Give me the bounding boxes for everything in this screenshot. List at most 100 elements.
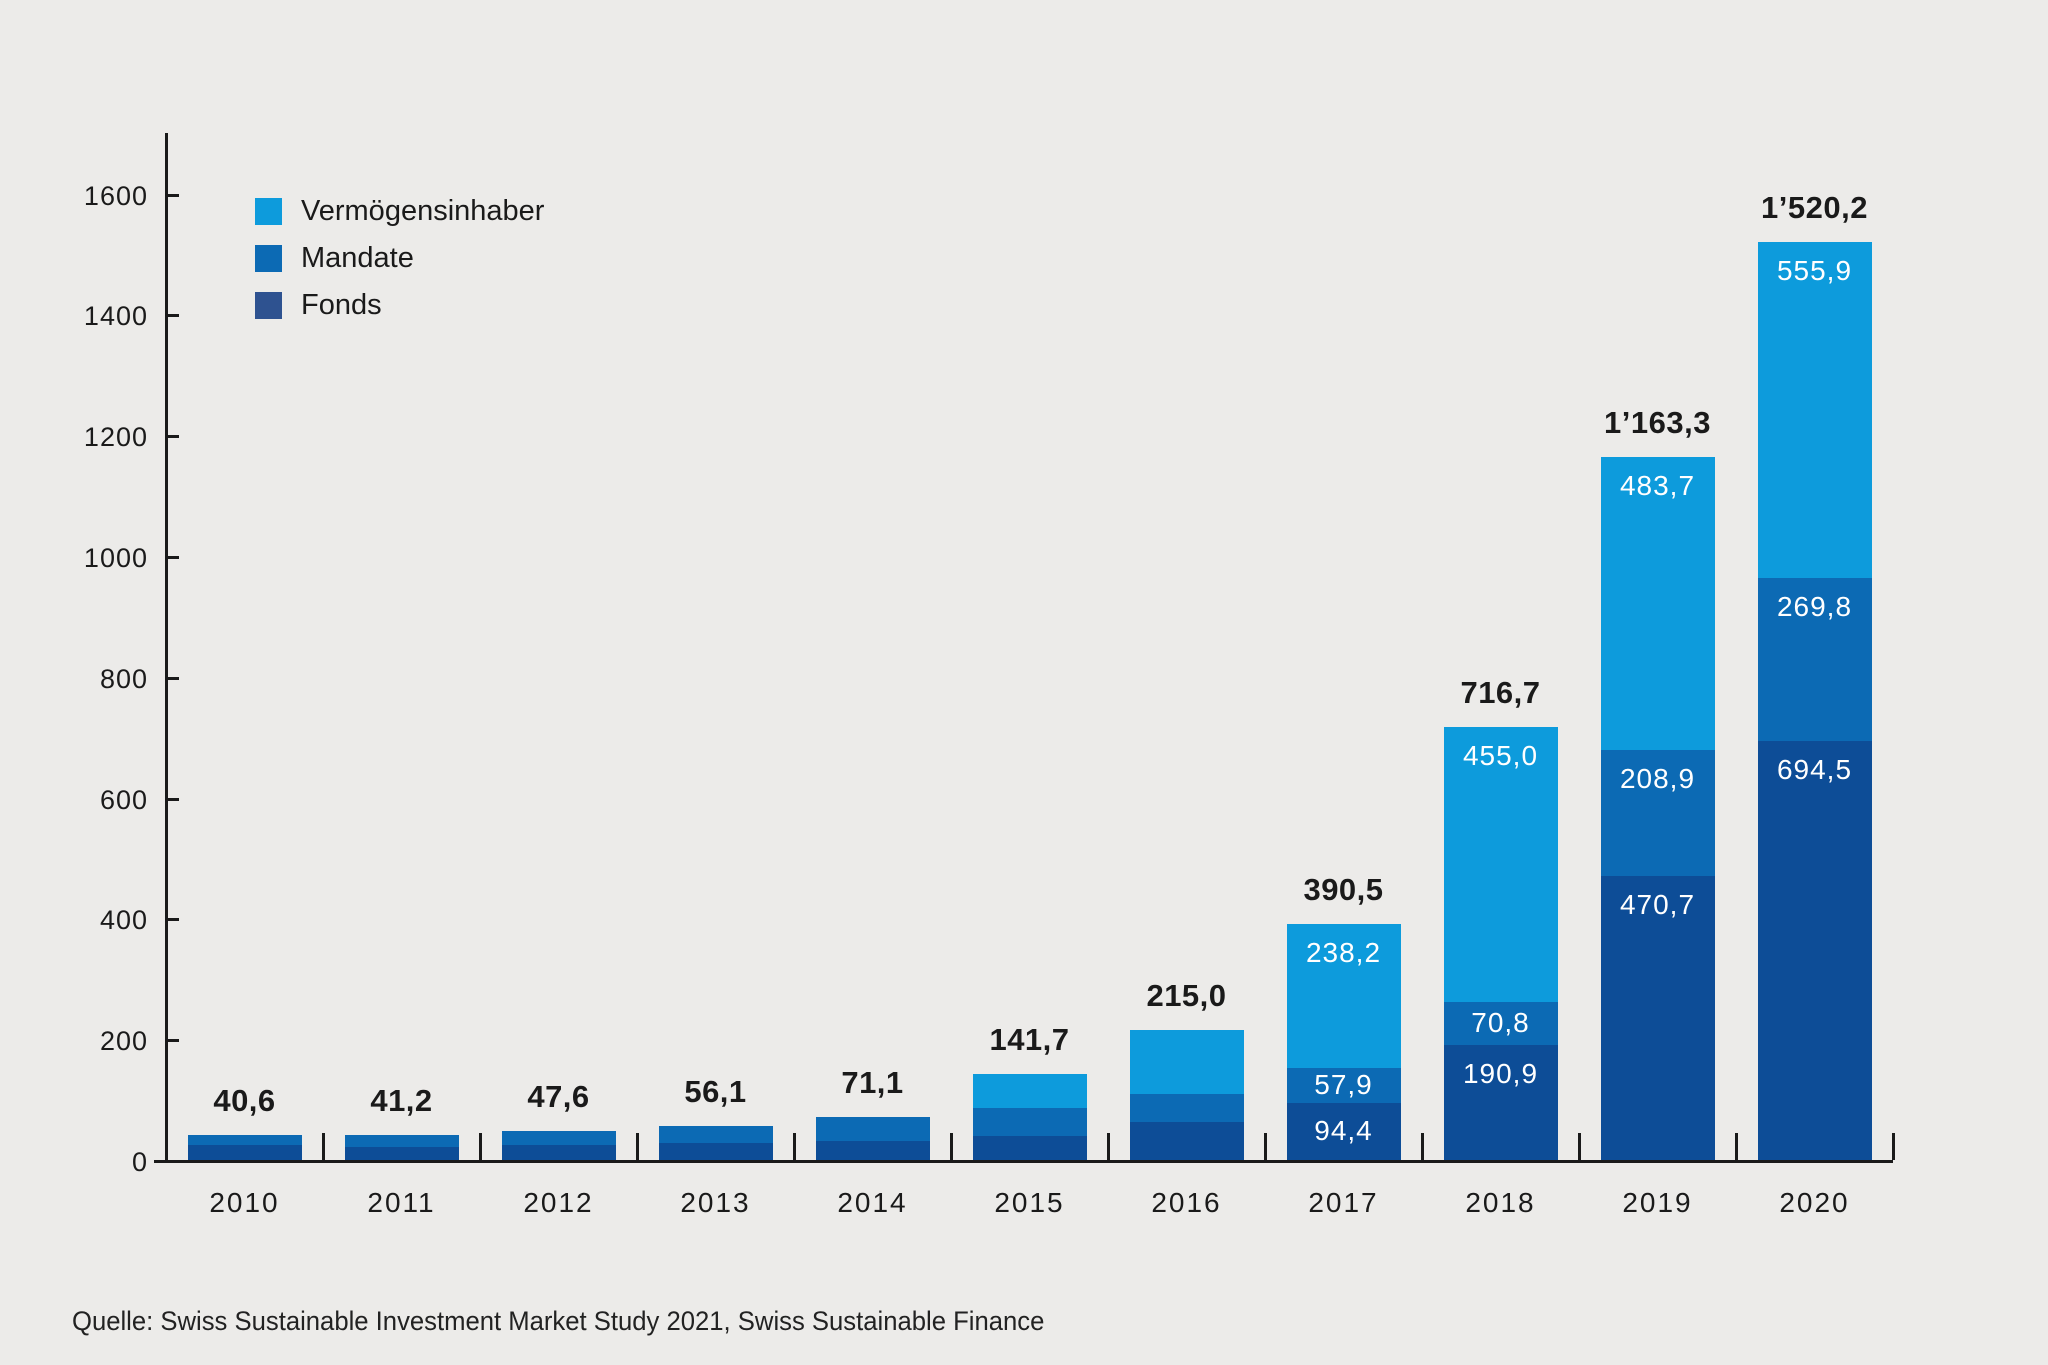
segment-value-label: 208,9 bbox=[1619, 762, 1696, 794]
bar-segment-fonds bbox=[972, 1136, 1087, 1160]
x-axis-year-label: 2019 bbox=[1622, 1187, 1693, 1218]
bar-segment-vermoegensinhaber: 238,2 bbox=[1286, 924, 1401, 1068]
legend-swatch-icon bbox=[255, 197, 282, 225]
total-value-label: 215,0 bbox=[1146, 978, 1227, 1014]
bar: 455,0 70,8 190,9 bbox=[1443, 727, 1558, 1160]
x-axis-tick bbox=[1264, 1133, 1267, 1160]
bar-segment-vermoegensinhaber bbox=[972, 1074, 1087, 1109]
bar-segment-fonds: 470,7 bbox=[1600, 875, 1715, 1160]
total-value-label: 1’163,3 bbox=[1604, 405, 1711, 441]
bar-segment-mandate: 70,8 bbox=[1443, 1001, 1558, 1045]
bar-segment-fonds bbox=[658, 1143, 773, 1160]
x-axis-tick bbox=[636, 1133, 639, 1160]
y-tick bbox=[166, 314, 179, 318]
source-text: Quelle: Swiss Sustainable Investment Mar… bbox=[72, 1306, 1045, 1336]
x-axis-year-label: 2015 bbox=[994, 1187, 1065, 1218]
segment-value-label: 190,9 bbox=[1462, 1057, 1539, 1089]
y-tick bbox=[166, 797, 179, 801]
bar-segment-mandate bbox=[815, 1117, 930, 1142]
bar-segment-fonds: 94,4 bbox=[1286, 1102, 1401, 1160]
y-tick-label: 0 bbox=[131, 1147, 148, 1177]
y-tick bbox=[166, 435, 179, 439]
x-axis-tick bbox=[1578, 1133, 1581, 1160]
y-tick bbox=[166, 676, 179, 680]
segment-value-label: 555,9 bbox=[1776, 254, 1853, 286]
bar bbox=[187, 1135, 302, 1160]
y-tick-label: 400 bbox=[99, 905, 148, 936]
total-value-label: 141,7 bbox=[989, 1022, 1070, 1058]
bar-segment-mandate bbox=[501, 1131, 616, 1146]
bar bbox=[972, 1074, 1087, 1160]
bar-segment-mandate: 57,9 bbox=[1286, 1067, 1401, 1103]
legend-row: Vermögensinhaber bbox=[255, 196, 544, 226]
bar bbox=[815, 1117, 930, 1160]
bar-segment-mandate bbox=[187, 1135, 302, 1146]
bar-segment-mandate bbox=[658, 1126, 773, 1144]
bar-segment-mandate: 269,8 bbox=[1757, 577, 1872, 741]
x-axis-tick bbox=[793, 1133, 796, 1160]
legend-row: Fonds bbox=[255, 290, 544, 320]
total-value-label: 47,6 bbox=[527, 1079, 590, 1115]
x-axis-year-label: 2017 bbox=[1308, 1187, 1379, 1218]
bar-segment-vermoegensinhaber: 483,7 bbox=[1600, 457, 1715, 750]
y-tick bbox=[166, 918, 179, 922]
bar-segment-vermoegensinhaber bbox=[1129, 1030, 1244, 1094]
x-axis-tick bbox=[1735, 1133, 1738, 1160]
bar-segment-fonds: 694,5 bbox=[1757, 740, 1872, 1160]
bar-segment-fonds bbox=[187, 1145, 302, 1160]
y-tick-label: 200 bbox=[99, 1026, 148, 1057]
x-axis-tick bbox=[950, 1133, 953, 1160]
segment-value-label: 694,5 bbox=[1776, 753, 1853, 785]
bar bbox=[501, 1131, 616, 1160]
segment-value-label: 455,0 bbox=[1462, 740, 1539, 772]
total-value-label: 390,5 bbox=[1303, 872, 1384, 908]
bar: 238,2 57,9 94,4 bbox=[1286, 924, 1401, 1160]
x-axis-year-label: 2020 bbox=[1779, 1187, 1850, 1218]
legend-swatch-icon bbox=[255, 244, 282, 272]
bar-segment-fonds bbox=[501, 1145, 616, 1160]
legend: Vermögensinhaber Mandate Fonds bbox=[255, 196, 544, 320]
y-tick-label: 800 bbox=[99, 663, 148, 694]
total-value-label: 41,2 bbox=[370, 1083, 433, 1119]
legend-label: Vermögensinhaber bbox=[301, 195, 545, 227]
bar-segment-fonds bbox=[1129, 1122, 1244, 1160]
y-tick bbox=[166, 556, 179, 559]
bar-segment-mandate bbox=[972, 1108, 1087, 1136]
y-tick-label: 600 bbox=[99, 784, 148, 815]
bar-segment-mandate bbox=[1129, 1093, 1244, 1123]
total-value-label: 71,1 bbox=[841, 1065, 904, 1101]
bar: 483,7 208,9 470,7 bbox=[1600, 457, 1715, 1160]
bar: 555,9 269,8 694,5 bbox=[1757, 241, 1872, 1160]
x-axis-line bbox=[154, 1160, 1893, 1163]
legend-label: Mandate bbox=[301, 242, 414, 274]
y-tick-label: 1000 bbox=[83, 543, 148, 573]
segment-value-label: 94,4 bbox=[1314, 1115, 1373, 1147]
legend-row: Mandate bbox=[255, 243, 544, 273]
bar-segment-vermoegensinhaber: 555,9 bbox=[1757, 241, 1872, 578]
segment-value-label: 470,7 bbox=[1619, 888, 1696, 920]
y-tick-label: 1200 bbox=[83, 422, 148, 453]
y-tick bbox=[166, 1039, 179, 1043]
total-value-label: 56,1 bbox=[684, 1074, 747, 1110]
y-axis-line bbox=[165, 133, 168, 1163]
x-axis-year-label: 2011 bbox=[367, 1187, 436, 1218]
y-tick bbox=[166, 193, 179, 197]
bar bbox=[658, 1126, 773, 1160]
bar-segment-fonds: 190,9 bbox=[1443, 1044, 1558, 1160]
segment-value-label: 269,8 bbox=[1776, 590, 1853, 622]
bar bbox=[344, 1135, 459, 1160]
segment-value-label: 483,7 bbox=[1619, 470, 1696, 502]
x-axis-tick bbox=[1892, 1133, 1895, 1160]
x-axis-year-label: 2013 bbox=[680, 1187, 751, 1218]
bar-segment-mandate bbox=[344, 1135, 459, 1147]
bar-segment-mandate: 208,9 bbox=[1600, 749, 1715, 876]
x-axis-year-label: 2014 bbox=[837, 1187, 908, 1218]
legend-swatch-icon bbox=[255, 291, 282, 319]
x-axis-tick bbox=[322, 1133, 325, 1160]
segment-value-label: 238,2 bbox=[1305, 937, 1382, 969]
bar bbox=[1129, 1030, 1244, 1160]
x-axis-year-label: 2016 bbox=[1151, 1187, 1222, 1218]
bar-segment-fonds bbox=[344, 1146, 459, 1160]
x-axis-year-label: 2010 bbox=[209, 1187, 280, 1218]
